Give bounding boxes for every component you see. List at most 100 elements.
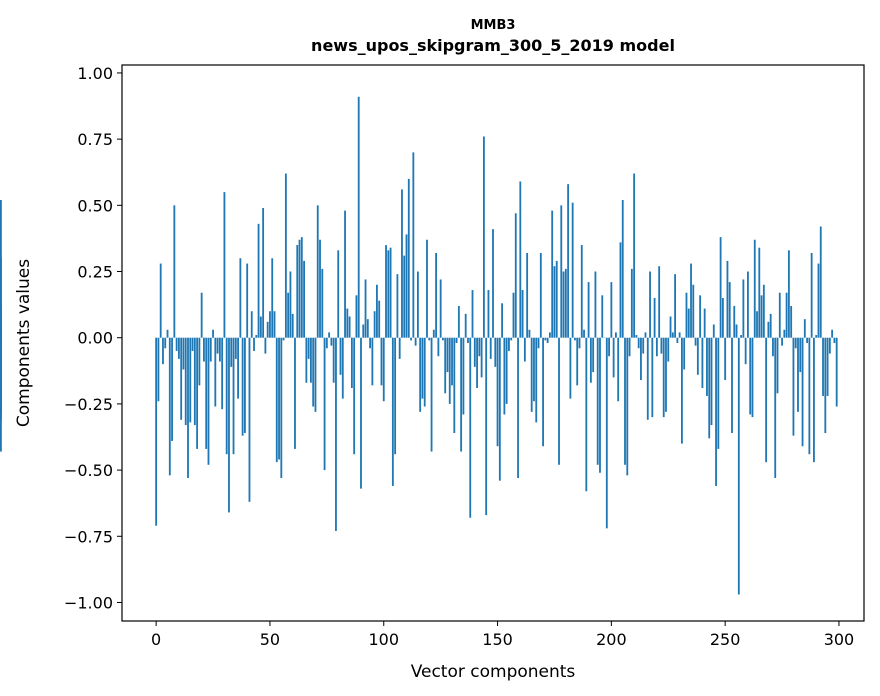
bar (794, 337, 797, 349)
bar (621, 200, 624, 338)
bar (289, 271, 292, 338)
bar (284, 173, 287, 338)
bar (162, 337, 164, 365)
bar (615, 332, 617, 338)
bar (576, 337, 579, 386)
bar (421, 337, 424, 399)
bar (355, 295, 358, 338)
bar (640, 337, 642, 381)
bar (548, 332, 551, 338)
bar (428, 337, 431, 341)
bar (394, 337, 397, 455)
bar (278, 337, 280, 460)
bar (437, 337, 440, 357)
bar (303, 260, 305, 338)
bar (307, 337, 310, 359)
bar (164, 337, 167, 349)
bar (455, 337, 458, 343)
bar (426, 239, 428, 338)
bar (501, 303, 504, 338)
bar (521, 290, 524, 338)
plot-frame (121, 64, 865, 622)
bar (230, 337, 233, 367)
bar (717, 337, 720, 449)
bar (403, 255, 406, 338)
bar (485, 337, 488, 516)
bar (494, 337, 497, 367)
bar (398, 337, 401, 359)
bar (731, 337, 733, 434)
bar (460, 337, 463, 452)
bar (203, 337, 205, 362)
bar (630, 268, 633, 338)
bar (241, 337, 244, 436)
bar (480, 337, 483, 378)
bar (826, 337, 829, 396)
bar (344, 210, 346, 338)
bar (528, 329, 531, 338)
bar (262, 207, 265, 338)
bar (772, 337, 774, 357)
bar (498, 337, 501, 481)
bar (519, 181, 522, 338)
y-tick-label: 0.00 (77, 329, 113, 348)
y-tick-label: 1.00 (77, 64, 113, 83)
bar (321, 268, 324, 338)
bar (332, 337, 335, 383)
bar (362, 324, 365, 338)
bar (514, 213, 517, 338)
bar (253, 337, 255, 351)
bar (619, 242, 622, 338)
bar (687, 308, 690, 338)
bar (599, 337, 601, 473)
bar (282, 337, 285, 341)
bar (758, 247, 761, 338)
bar (735, 324, 738, 338)
bar (808, 337, 811, 455)
bar (476, 337, 478, 388)
bar (177, 337, 180, 359)
chart-subtitle: news_upos_skipgram_300_5_2019 model (311, 36, 675, 55)
bar (787, 250, 790, 338)
bar (596, 337, 599, 465)
bar (833, 337, 836, 343)
bar (587, 282, 590, 338)
bar (175, 337, 178, 351)
bar (0, 337, 2, 343)
bar (721, 297, 724, 338)
bar (316, 205, 319, 338)
bar (432, 329, 435, 338)
bar (510, 337, 513, 341)
bar (774, 337, 777, 479)
x-axis: 0 50 100 150 200 250 300 (151, 621, 854, 649)
bar (312, 337, 315, 407)
bar (624, 337, 626, 465)
bar (778, 292, 781, 338)
bar (193, 337, 196, 426)
bar (257, 223, 260, 338)
bar (801, 337, 804, 447)
bar (478, 337, 481, 357)
bar (171, 337, 173, 441)
bar (669, 316, 672, 338)
bar (728, 282, 731, 338)
bar (665, 337, 667, 412)
bar (744, 337, 747, 365)
bar (635, 335, 638, 338)
bar (651, 337, 654, 418)
bar (248, 337, 251, 502)
bar (255, 335, 258, 338)
bar (0, 305, 2, 338)
bar (310, 337, 312, 383)
bar (423, 337, 426, 407)
bar (314, 337, 317, 412)
bar (473, 337, 476, 367)
bar (810, 252, 813, 338)
bar (822, 337, 824, 396)
bar (155, 337, 158, 526)
bar (168, 337, 171, 476)
bar (574, 337, 576, 341)
bar (244, 337, 246, 434)
bar (776, 337, 779, 394)
